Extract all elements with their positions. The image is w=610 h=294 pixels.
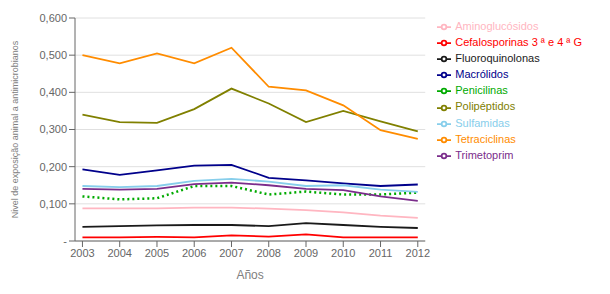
svg-text:2008: 2008: [257, 247, 281, 259]
html-text:Trimetoprim: Trimetoprim: [455, 148, 514, 161]
svg-text:0,100: 0,100: [39, 198, 67, 210]
svg-text:2004: 2004: [107, 247, 131, 259]
svg-text:2011: 2011: [369, 247, 393, 259]
html-text:Penicilinas: Penicilinas: [455, 84, 508, 97]
svg-text:2003: 2003: [70, 247, 94, 259]
svg-text:0,200: 0,200: [39, 161, 67, 173]
html-text:Polipéptidos: Polipéptidos: [455, 100, 516, 113]
svg-text:-: -: [63, 235, 67, 247]
svg-text:2006: 2006: [182, 247, 206, 259]
html-text:Aminoglucósidos: Aminoglucósidos: [455, 20, 539, 32]
html-text:Sulfamidas: Sulfamidas: [455, 116, 510, 129]
html-text:Macrólidos: Macrólidos: [455, 68, 509, 81]
svg-text:0,500: 0,500: [39, 49, 67, 61]
svg-text:0,400: 0,400: [39, 86, 67, 98]
svg-text:Nivel de exposição animal a an: Nivel de exposição animal a antimicrobia…: [10, 40, 20, 218]
svg-text:2005: 2005: [145, 247, 169, 259]
svg-text:2012: 2012: [406, 247, 430, 259]
svg-text:2010: 2010: [331, 247, 355, 259]
svg-text:Años: Años: [236, 268, 263, 282]
svg-text:0,600: 0,600: [39, 12, 67, 24]
html-text:Tetraciclinas: Tetraciclinas: [455, 132, 516, 145]
svg-text:0,300: 0,300: [39, 123, 67, 135]
html-text:Cefalosporinas 3 ª e 4 ª G: Cefalosporinas 3 ª e 4 ª G: [455, 36, 582, 49]
html-text:Fluoroquinolonas: Fluoroquinolonas: [455, 52, 540, 65]
svg-text:2009: 2009: [294, 247, 318, 259]
svg-text:2007: 2007: [219, 247, 243, 259]
